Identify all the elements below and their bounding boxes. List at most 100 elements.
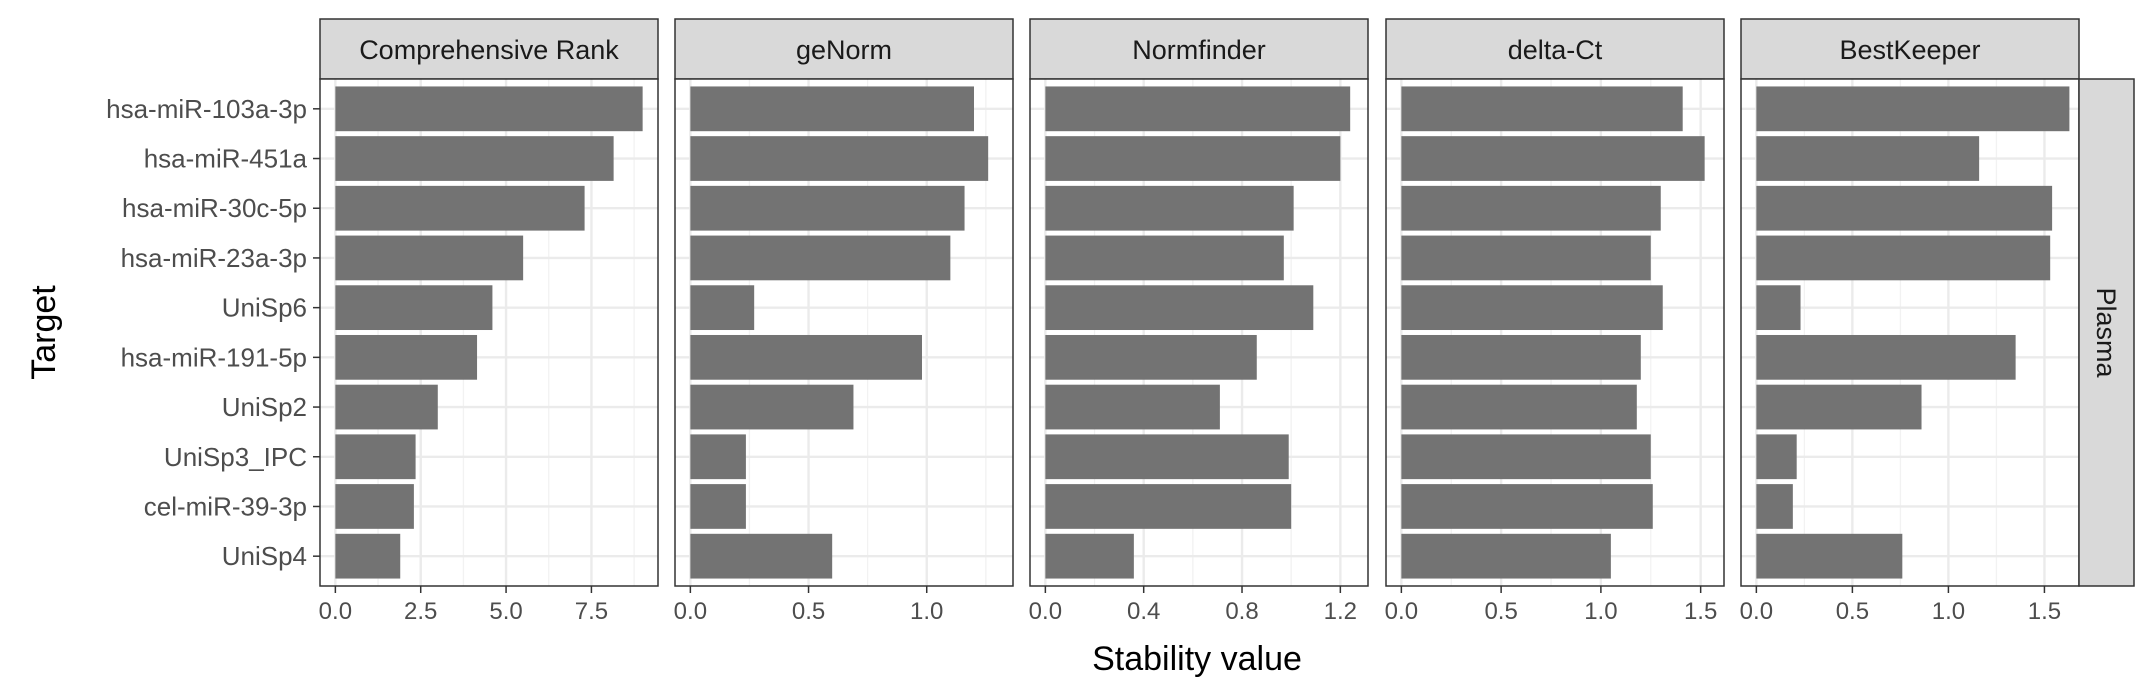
bar-hsa-mir-30c-5p [690,185,965,231]
bar-hsa-mir-451a [335,136,614,181]
panels-layer: Comprehensive Rank 0.0 2.5 5.0 7.5 geNorm 0.0 0… [313,18,2080,625]
strip-background [1740,18,2080,80]
x-tick-label: 0.0 [1029,598,1062,625]
x-tick-label: 1.0 [1584,598,1617,625]
panel-delta-ct: delta-Ct 0.0 0.5 1.0 1.5 [1385,18,1725,625]
category-label: UniSp4 [222,541,307,571]
bar-hsa-mir-30c-5p [1401,185,1661,231]
category-label: hsa-miR-191-5p [121,342,307,372]
strip-label: Normfinder [1132,35,1266,65]
bar-hsa-mir-191-5p [1756,334,2016,380]
bar-hsa-mir-103a-3p [335,86,643,132]
x-tick-label: 0.5 [1484,598,1517,625]
category-label: hsa-miR-23a-3p [121,243,307,273]
bar-unisp3-ipc [1045,434,1289,480]
bar-unisp2 [1756,384,1922,430]
bar-hsa-mir-191-5p [1401,334,1641,380]
category-labels: hsa-miR-103a-3p hsa-miR-451a hsa-miR-30c-5… [106,94,307,571]
panel-normfinder: Normfinder 0.0 0.4 0.8 1.2 [1029,18,1369,625]
bar-cel-mir-39-3p [1401,484,1653,529]
bar-hsa-mir-451a [690,136,989,181]
x-tick-label: 1.5 [1684,598,1717,625]
x-tick-label: 0.5 [792,598,825,625]
x-tick-label: 2.5 [404,598,437,625]
bar-hsa-mir-103a-3p [1045,86,1351,132]
category-label: UniSp2 [222,392,307,422]
bar-hsa-mir-103a-3p [1756,86,2070,132]
strip-label: BestKeeper [1839,35,1980,65]
category-label: UniSp6 [222,293,307,323]
bar-unisp3-ipc [690,434,746,480]
x-tick-label: 1.5 [2028,598,2061,625]
category-label: hsa-miR-103a-3p [106,94,307,124]
bar-hsa-mir-23a-3p [1401,235,1651,281]
category-label: hsa-miR-451a [144,144,308,174]
bar-unisp6 [1401,285,1663,331]
x-tick-label: 1.0 [910,598,943,625]
bar-unisp6 [690,285,755,331]
bar-hsa-mir-30c-5p [1045,185,1294,231]
x-tick-label: 7.5 [575,598,608,625]
y-axis-title: Target [25,285,63,380]
bar-hsa-mir-103a-3p [690,86,974,132]
x-tick-label: 0.0 [1740,598,1773,625]
bar-unisp4 [690,533,833,579]
strip-label: Comprehensive Rank [359,35,619,65]
bar-hsa-mir-191-5p [690,334,922,380]
bar-unisp6 [335,285,493,331]
panel-comprehensive-rank: Comprehensive Rank 0.0 2.5 5.0 7.5 [313,18,659,625]
bar-hsa-mir-30c-5p [1756,185,2053,231]
panel-border [674,78,1014,587]
bar-hsa-mir-191-5p [335,334,478,380]
category-label: hsa-miR-30c-5p [122,193,307,223]
bar-unisp6 [1756,285,1801,331]
strip-background [1385,18,1725,80]
strip-background [319,18,659,80]
bar-unisp2 [335,384,438,430]
bar-hsa-mir-23a-3p [1756,235,2051,281]
x-tick-label: 1.0 [1932,598,1965,625]
x-tick-label: 1.2 [1324,598,1357,625]
bar-hsa-mir-451a [1401,136,1705,181]
bar-cel-mir-39-3p [335,484,414,529]
bar-unisp4 [335,533,401,579]
panel-bestkeeper: BestKeeper 0.0 0.5 1.0 1.5 [1740,18,2080,625]
panel-border [1029,78,1369,587]
x-tick-label: 0.5 [1836,598,1869,625]
strip-label: delta-Ct [1508,35,1603,65]
bar-unisp4 [1756,533,1903,579]
panel-border [319,78,659,587]
bar-hsa-mir-23a-3p [1045,235,1284,281]
bar-unisp2 [690,384,854,430]
panel-border [1385,78,1725,587]
bar-cel-mir-39-3p [1045,484,1292,529]
bar-unisp6 [1045,285,1314,331]
bar-unisp2 [1401,384,1637,430]
row-strip-plasma: Plasma [2078,78,2135,587]
bar-unisp4 [1045,533,1134,579]
bar-unisp3-ipc [1756,434,1797,480]
bar-unisp3-ipc [335,434,416,480]
x-tick-label: 0.8 [1225,598,1258,625]
bar-hsa-mir-451a [1756,136,1980,181]
bar-cel-mir-39-3p [1756,484,1793,529]
bar-hsa-mir-23a-3p [335,235,524,281]
row-strip-label: Plasma [2091,287,2121,378]
bar-hsa-mir-191-5p [1045,334,1257,380]
bar-hsa-mir-30c-5p [335,185,585,231]
bar-unisp3-ipc [1401,434,1651,480]
x-tick-label: 5.0 [489,598,522,625]
panel-genorm: geNorm 0.0 0.5 1.0 [674,18,1014,625]
row-strip-background [2078,78,2135,587]
bar-hsa-mir-23a-3p [690,235,951,281]
bar-unisp2 [1045,384,1220,430]
category-label: UniSp3_IPC [164,442,307,472]
bar-unisp4 [1401,533,1611,579]
bar-hsa-mir-451a [1045,136,1341,181]
category-label: cel-miR-39-3p [144,491,307,521]
x-tick-label: 0.0 [674,598,707,625]
x-tick-label: 0.0 [319,598,352,625]
strip-label: geNorm [796,35,892,65]
x-tick-label: 0.4 [1127,598,1160,625]
